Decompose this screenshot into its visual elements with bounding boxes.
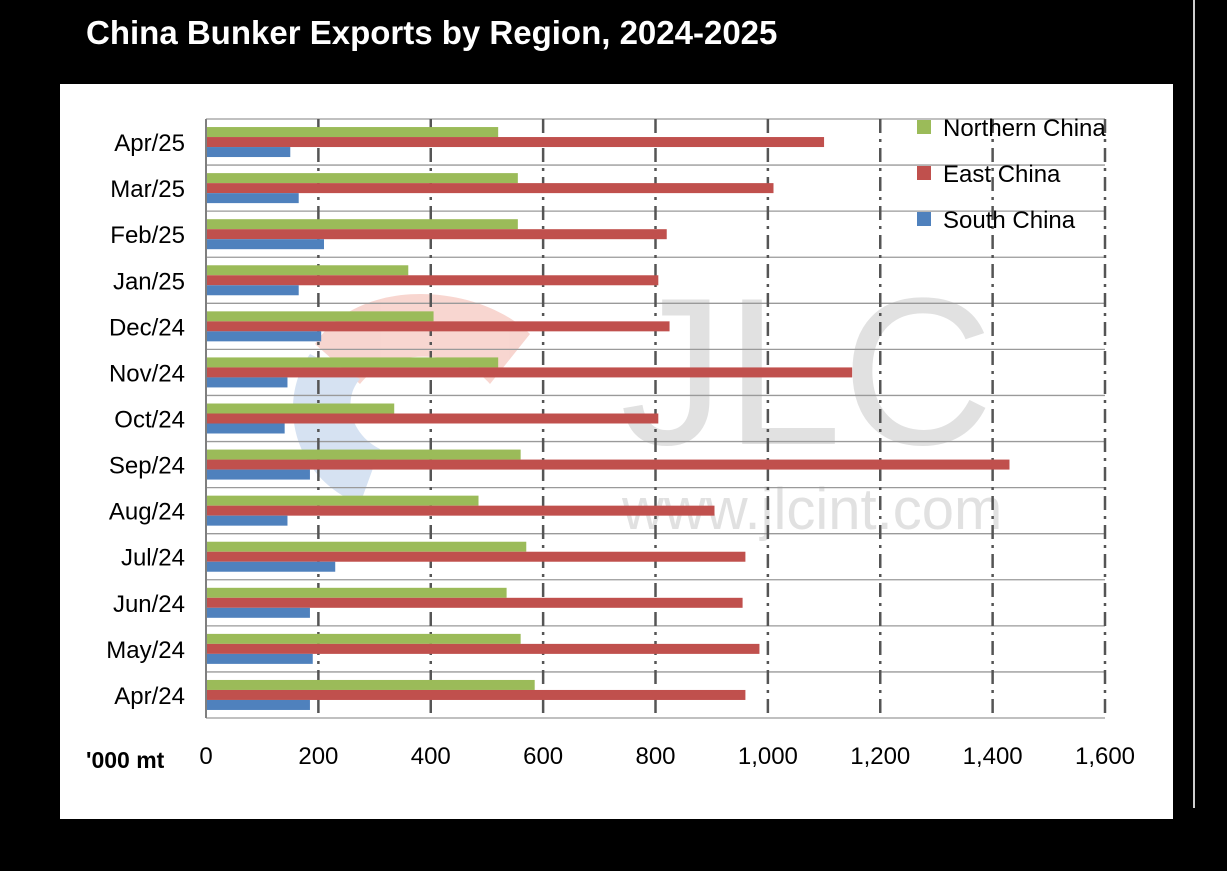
bar-south-china-jun-24 [206, 607, 310, 618]
x-tick-label: 1,000 [738, 743, 798, 770]
bar-south-china-oct-24 [206, 423, 285, 434]
bar-northern-china-jun-24 [206, 587, 507, 598]
chart-panel: JLC www.jlcint.com Apr/25 Mar/25 Feb/25 Jan… [60, 84, 1173, 819]
x-tick-label: 200 [298, 743, 338, 770]
bar-northern-china-apr-25 [206, 127, 499, 138]
bar-east-china-sep-24 [206, 459, 1010, 470]
bar-south-china-feb-25 [206, 239, 324, 250]
bar-east-china-feb-25 [206, 229, 667, 240]
bar-east-china-nov-24 [206, 367, 853, 378]
bar-northern-china-apr-24 [206, 679, 535, 690]
y-tick-label: Feb/25 [110, 222, 185, 249]
bar-northern-china-jan-25 [206, 265, 409, 276]
chart-title: China Bunker Exports by Region, 2024-202… [86, 14, 778, 51]
x-tick-label: 0 [199, 743, 212, 770]
y-tick-label: Nov/24 [109, 360, 185, 387]
y-tick-label: Aug/24 [109, 499, 185, 526]
bar-south-china-mar-25 [206, 193, 299, 204]
y-tick-label: Jan/25 [113, 268, 185, 295]
y-tick-label: Apr/25 [114, 130, 185, 157]
bar-south-china-dec-24 [206, 331, 322, 342]
bar-east-china-jul-24 [206, 551, 746, 562]
bar-east-china-jun-24 [206, 597, 743, 608]
bar-south-china-nov-24 [206, 377, 288, 388]
bar-northern-china-jul-24 [206, 541, 527, 552]
legend-label: East China [943, 161, 1061, 188]
bar-east-china-jan-25 [206, 275, 659, 286]
x-tick-label: 1,600 [1075, 743, 1135, 770]
bar-northern-china-oct-24 [206, 403, 395, 414]
legend-swatch [917, 212, 931, 226]
x-axis-unit-label: '000 mt [86, 747, 165, 773]
x-tick-label: 600 [523, 743, 563, 770]
bar-northern-china-sep-24 [206, 449, 521, 460]
y-tick-label: May/24 [106, 637, 185, 664]
y-tick-label: Jun/24 [113, 591, 185, 618]
y-tick-label: Oct/24 [114, 407, 185, 434]
bar-south-china-apr-24 [206, 699, 310, 710]
bar-east-china-aug-24 [206, 505, 715, 516]
bar-northern-china-mar-25 [206, 173, 518, 184]
legend-label: South China [943, 207, 1076, 234]
bar-northern-china-dec-24 [206, 311, 434, 322]
y-tick-label: Jul/24 [121, 545, 185, 572]
bar-south-china-may-24 [206, 653, 313, 664]
bar-south-china-jul-24 [206, 561, 336, 572]
bar-east-china-may-24 [206, 643, 760, 654]
bar-south-china-apr-25 [206, 147, 291, 158]
y-tick-label: Sep/24 [109, 453, 185, 480]
bar-south-china-sep-24 [206, 469, 310, 480]
x-tick-label: 800 [635, 743, 675, 770]
bar-south-china-aug-24 [206, 515, 288, 526]
bar-northern-china-nov-24 [206, 357, 499, 368]
y-tick-label: Apr/24 [114, 683, 185, 710]
x-tick-label: 1,200 [850, 743, 910, 770]
y-tick-label: Dec/24 [109, 314, 185, 341]
bar-northern-china-may-24 [206, 633, 521, 644]
bar-east-china-dec-24 [206, 321, 670, 332]
legend-swatch [917, 120, 931, 134]
bar-northern-china-feb-25 [206, 219, 518, 230]
frame-border-line [1193, 0, 1195, 808]
bar-east-china-apr-24 [206, 689, 746, 700]
x-tick-label: 1,400 [963, 743, 1023, 770]
legend-swatch [917, 166, 931, 180]
bar-east-china-mar-25 [206, 183, 774, 194]
bar-east-china-apr-25 [206, 137, 825, 148]
bar-northern-china-aug-24 [206, 495, 479, 506]
bar-south-china-jan-25 [206, 285, 299, 296]
legend-label: Northern China [943, 115, 1106, 142]
bar-chart: JLC www.jlcint.com Apr/25Mar/25Feb/25Jan… [106, 115, 1135, 770]
x-tick-label: 400 [411, 743, 451, 770]
y-tick-label: Mar/25 [110, 176, 185, 203]
bar-east-china-oct-24 [206, 413, 659, 424]
